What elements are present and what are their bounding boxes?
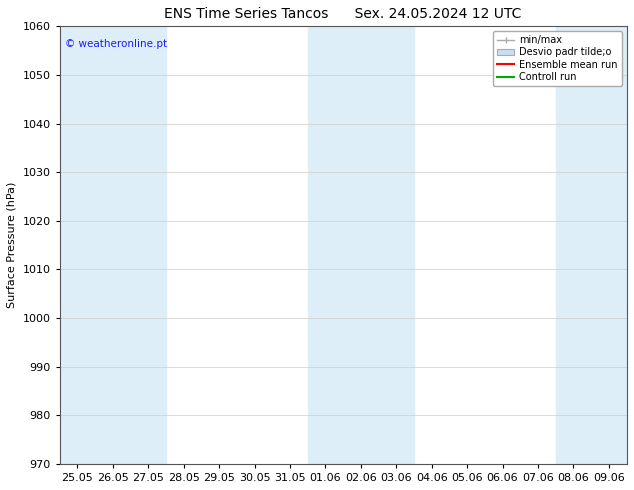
Bar (60, 26, 166, 464)
Title: ENS Time Series Tancos      Sex. 24.05.2024 12 UTC: ENS Time Series Tancos Sex. 24.05.2024 1… (164, 7, 522, 21)
Bar (555, 26, 626, 464)
Text: © weatheronline.pt: © weatheronline.pt (65, 39, 167, 49)
Y-axis label: Surface Pressure (hPa): Surface Pressure (hPa) (7, 182, 17, 308)
Legend: min/max, Desvio padr tilde;o, Ensemble mean run, Controll run: min/max, Desvio padr tilde;o, Ensemble m… (493, 31, 622, 86)
Bar (307, 26, 414, 464)
